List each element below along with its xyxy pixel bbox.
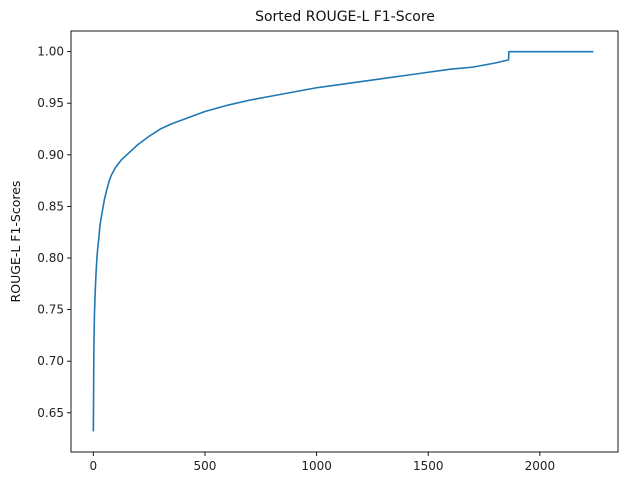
y-tick-label: 0.95 — [37, 96, 64, 110]
y-tick-label: 0.85 — [37, 199, 64, 213]
x-axis: 0 500 1000 1500 2000 — [90, 452, 556, 473]
y-tick-label: 0.70 — [37, 354, 64, 368]
y-tick-label: 1.00 — [37, 45, 64, 59]
x-tick-label: 0 — [90, 459, 98, 473]
x-tick-label: 500 — [194, 459, 217, 473]
y-axis-label: ROUGE-L F1-Scores — [8, 181, 23, 303]
y-tick-label: 0.90 — [37, 148, 64, 162]
series-line-0 — [92, 50, 594, 432]
y-axis: 0.65 0.70 0.75 0.80 0.85 0.90 0.95 1.00 — [37, 45, 71, 420]
x-tick-label: 1500 — [413, 459, 444, 473]
plot-area — [92, 50, 594, 432]
x-tick-label: 2000 — [525, 459, 556, 473]
plot-frame — [70, 30, 619, 453]
y-tick-label: 0.80 — [37, 251, 64, 265]
chart-title: Sorted ROUGE-L F1-Score — [255, 9, 435, 25]
y-tick-label: 0.75 — [37, 303, 64, 317]
y-tick-label: 0.65 — [37, 406, 64, 420]
x-tick-label: 1000 — [301, 459, 332, 473]
